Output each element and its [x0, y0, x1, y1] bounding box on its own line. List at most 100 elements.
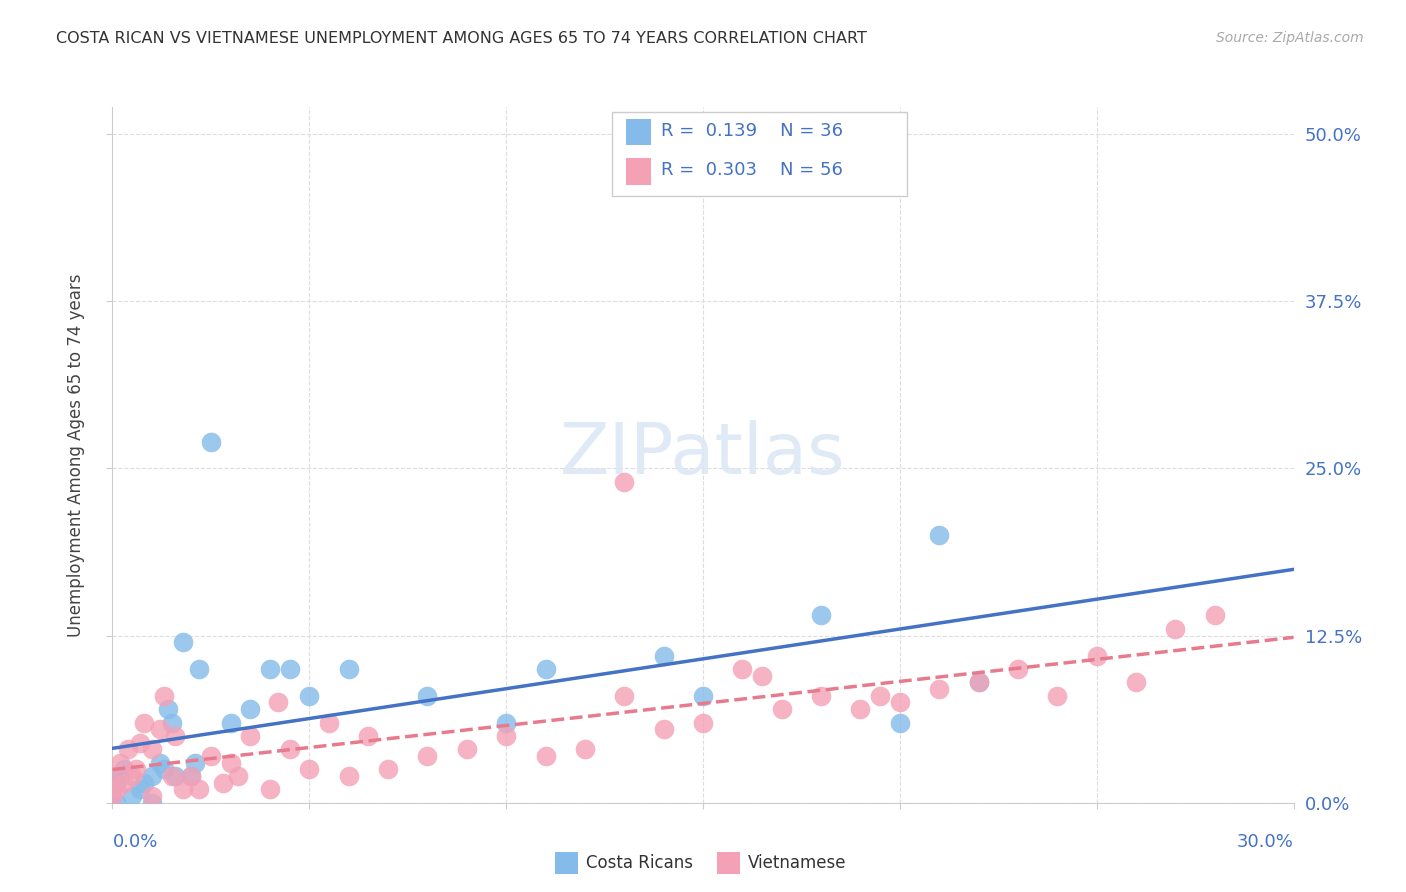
- Point: [278, 742, 301, 756]
- Point: [1164, 622, 1187, 636]
- Point: [1046, 689, 1069, 703]
- Point: [117, 742, 139, 756]
- Point: [318, 715, 340, 730]
- Point: [751, 669, 773, 683]
- Point: [172, 782, 194, 797]
- Point: [121, 769, 143, 783]
- Point: [110, 756, 132, 770]
- Text: Source: ZipAtlas.com: Source: ZipAtlas.com: [1216, 31, 1364, 45]
- Point: [495, 729, 517, 743]
- Point: [810, 608, 832, 623]
- Point: [105, 775, 128, 790]
- Point: [298, 689, 321, 703]
- Point: [121, 789, 143, 803]
- Point: [105, 796, 128, 810]
- Point: [259, 782, 281, 797]
- Point: [200, 749, 222, 764]
- Point: [132, 775, 155, 790]
- Text: COSTA RICAN VS VIETNAMESE UNEMPLOYMENT AMONG AGES 65 TO 74 YEARS CORRELATION CHA: COSTA RICAN VS VIETNAMESE UNEMPLOYMENT A…: [56, 31, 868, 46]
- Point: [101, 782, 124, 797]
- Point: [810, 689, 832, 703]
- Point: [112, 762, 135, 776]
- Point: [239, 702, 262, 716]
- Point: [1125, 675, 1147, 690]
- Point: [219, 756, 242, 770]
- Point: [574, 742, 596, 756]
- Text: Costa Ricans: Costa Ricans: [586, 854, 693, 871]
- Point: [692, 689, 714, 703]
- Point: [165, 729, 187, 743]
- Point: [357, 729, 380, 743]
- Point: [967, 675, 990, 690]
- Point: [928, 681, 950, 696]
- Point: [180, 769, 202, 783]
- Point: [200, 434, 222, 449]
- Point: [129, 782, 152, 797]
- Point: [259, 662, 281, 676]
- Point: [101, 769, 124, 783]
- Point: [149, 723, 172, 737]
- Point: [156, 702, 179, 716]
- Point: [141, 769, 163, 783]
- Point: [188, 662, 211, 676]
- Point: [101, 789, 124, 803]
- Point: [149, 756, 172, 770]
- Point: [105, 782, 128, 797]
- Point: [337, 662, 360, 676]
- Point: [416, 749, 439, 764]
- Point: [228, 769, 250, 783]
- Point: [889, 696, 911, 710]
- Text: R =  0.303    N = 56: R = 0.303 N = 56: [661, 161, 842, 179]
- Point: [160, 769, 183, 783]
- Text: Vietnamese: Vietnamese: [748, 854, 846, 871]
- Point: [112, 775, 135, 790]
- Point: [180, 769, 202, 783]
- Point: [613, 475, 636, 489]
- Y-axis label: Unemployment Among Ages 65 to 74 years: Unemployment Among Ages 65 to 74 years: [67, 273, 86, 637]
- Point: [267, 696, 290, 710]
- Point: [889, 715, 911, 730]
- Point: [613, 689, 636, 703]
- Point: [1007, 662, 1029, 676]
- Text: R =  0.139    N = 36: R = 0.139 N = 36: [661, 122, 842, 140]
- Text: 0.0%: 0.0%: [112, 833, 157, 851]
- Point: [152, 689, 174, 703]
- Point: [211, 775, 233, 790]
- Point: [416, 689, 439, 703]
- Point: [172, 635, 194, 649]
- Point: [110, 769, 132, 783]
- Point: [692, 715, 714, 730]
- Point: [967, 675, 990, 690]
- Point: [101, 789, 124, 803]
- Point: [141, 742, 163, 756]
- Point: [534, 749, 557, 764]
- Point: [298, 762, 321, 776]
- Text: 30.0%: 30.0%: [1237, 833, 1294, 851]
- Point: [652, 648, 675, 663]
- Point: [652, 723, 675, 737]
- Point: [239, 729, 262, 743]
- Point: [928, 528, 950, 542]
- Point: [731, 662, 754, 676]
- Point: [141, 789, 163, 803]
- Point: [849, 702, 872, 716]
- Point: [141, 796, 163, 810]
- Point: [869, 689, 891, 703]
- Point: [1085, 648, 1108, 663]
- Text: ZIPatlas: ZIPatlas: [560, 420, 846, 490]
- Point: [152, 762, 174, 776]
- Point: [377, 762, 399, 776]
- Point: [1204, 608, 1226, 623]
- Point: [219, 715, 242, 730]
- Point: [337, 769, 360, 783]
- Point: [125, 762, 148, 776]
- Point: [160, 715, 183, 730]
- Point: [278, 662, 301, 676]
- Point: [188, 782, 211, 797]
- Point: [456, 742, 478, 756]
- Point: [165, 769, 187, 783]
- Point: [184, 756, 207, 770]
- Point: [129, 735, 152, 749]
- Point: [495, 715, 517, 730]
- Point: [132, 715, 155, 730]
